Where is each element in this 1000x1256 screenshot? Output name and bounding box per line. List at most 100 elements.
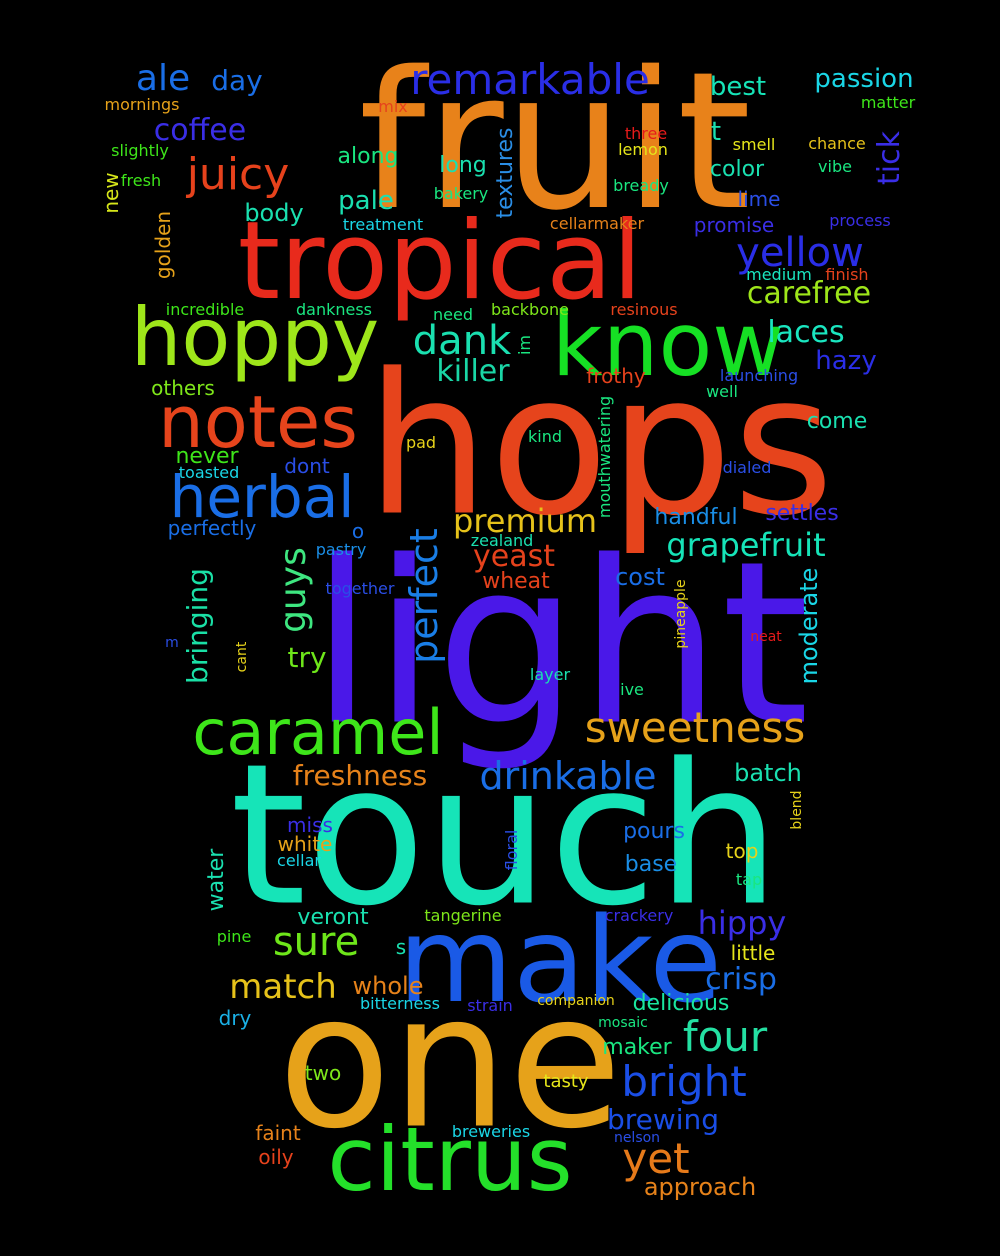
word-body: body <box>244 199 304 227</box>
word-pastry: pastry <box>315 540 367 559</box>
word-frothy: frothy <box>586 364 646 388</box>
word-delicious: delicious <box>632 991 730 1016</box>
word-light: light <box>310 513 810 776</box>
word-white: white <box>277 832 333 856</box>
word-bright: bright <box>621 1057 747 1106</box>
word-others: others <box>151 376 215 400</box>
word-s: s <box>395 935 407 959</box>
word-water: water <box>204 848 229 912</box>
word-sweetness: sweetness <box>584 703 806 752</box>
word-hippy: hippy <box>697 904 787 942</box>
word-pad: pad <box>405 433 437 452</box>
word-maker: maker <box>602 1035 672 1060</box>
word-t: t <box>710 117 722 147</box>
word-moderate: moderate <box>795 567 823 685</box>
word-hops: hops <box>365 331 835 559</box>
word-carefree: carefree <box>746 276 872 311</box>
word-tap: tap <box>735 870 763 889</box>
word-herbal: herbal <box>169 463 355 531</box>
word-three: three <box>624 124 668 143</box>
word-crackery: crackery <box>604 906 674 925</box>
word-new: new <box>99 172 123 214</box>
word-hazy: hazy <box>815 346 877 376</box>
word-cant: cant <box>234 641 250 673</box>
word-four: four <box>682 1012 768 1061</box>
word-know: know <box>551 293 785 396</box>
word-slightly: slightly <box>111 141 169 160</box>
word-never: never <box>175 444 239 469</box>
word-vibe: vibe <box>818 157 852 176</box>
word-best: best <box>709 72 767 102</box>
word-miss: miss <box>287 813 333 837</box>
word-zealand: zealand <box>470 531 534 550</box>
word-fresh: fresh <box>120 171 162 190</box>
word-premium: premium <box>453 502 597 540</box>
word-nelson: nelson <box>613 1130 661 1146</box>
word-cellar: cellar <box>277 851 321 870</box>
word-backbone: backbone <box>491 300 569 319</box>
word-caramel: caramel <box>192 696 444 769</box>
word-try: try <box>287 641 327 674</box>
word-crisp: crisp <box>705 962 777 997</box>
word-color: color <box>709 157 765 182</box>
word-notes: notes <box>158 380 358 464</box>
word-settles: settles <box>765 501 839 526</box>
word-dry: dry <box>218 1006 252 1030</box>
word-lime: lime <box>737 187 781 211</box>
word-strain: strain <box>467 996 513 1015</box>
word-little: little <box>730 941 776 965</box>
word-along: along <box>337 144 399 169</box>
word-breweries: breweries <box>451 1122 531 1141</box>
word-pale: pale <box>338 186 394 216</box>
word-treatment: treatment <box>342 215 424 234</box>
word-hoppy: hoppy <box>130 291 380 384</box>
word-cost: cost <box>615 563 665 591</box>
word-come: come <box>806 409 868 434</box>
word-golden: golden <box>151 210 175 280</box>
word-veront: veront <box>297 905 369 930</box>
word-handful: handful <box>654 505 738 530</box>
word-pineapple: pineapple <box>673 579 689 649</box>
word-textures: textures <box>493 127 518 219</box>
word-whole: whole <box>352 972 424 1000</box>
word-base: base <box>624 852 678 877</box>
word-perfectly: perfectly <box>167 516 257 540</box>
word-mornings: mornings <box>104 95 180 114</box>
word-o: o <box>351 519 365 543</box>
word-cellarmaker: cellarmaker <box>549 214 645 233</box>
word-need: need <box>433 305 473 324</box>
word-faint: faint <box>255 1121 301 1145</box>
word-drinkable: drinkable <box>479 754 657 798</box>
word-process: process <box>829 211 891 230</box>
word-well: well <box>706 382 738 401</box>
word-grapefruit: grapefruit <box>666 526 826 564</box>
word-yet: yet <box>622 1134 690 1183</box>
word-oily: oily <box>258 1145 294 1169</box>
word-neat: neat <box>750 629 782 645</box>
word-chance: chance <box>808 134 866 153</box>
word-passion: passion <box>814 64 914 94</box>
word-im: im <box>515 334 534 356</box>
word-pine: pine <box>216 927 252 946</box>
word-layer: layer <box>529 665 571 684</box>
word-dialed: dialed <box>722 458 772 477</box>
word-remarkable: remarkable <box>410 55 650 104</box>
word-bitterness: bitterness <box>360 994 440 1013</box>
word-make: make <box>398 891 722 1029</box>
word-bakery: bakery <box>433 184 489 203</box>
word-top: top <box>725 839 759 863</box>
word-yellow: yellow <box>736 230 864 276</box>
word-bready: bready <box>613 176 669 195</box>
word-two: two <box>304 1061 342 1085</box>
word-brewing: brewing <box>606 1103 720 1136</box>
word-lemon: lemon <box>618 140 668 159</box>
word-touch: touch <box>229 721 781 949</box>
word-incredible: incredible <box>165 300 245 319</box>
word-medium: medium <box>746 265 812 284</box>
word-dank: dank <box>412 318 512 364</box>
word-together: together <box>325 579 395 598</box>
word-dont: dont <box>284 454 330 478</box>
word-match: match <box>229 967 337 1007</box>
word-laces: laces <box>767 315 845 350</box>
